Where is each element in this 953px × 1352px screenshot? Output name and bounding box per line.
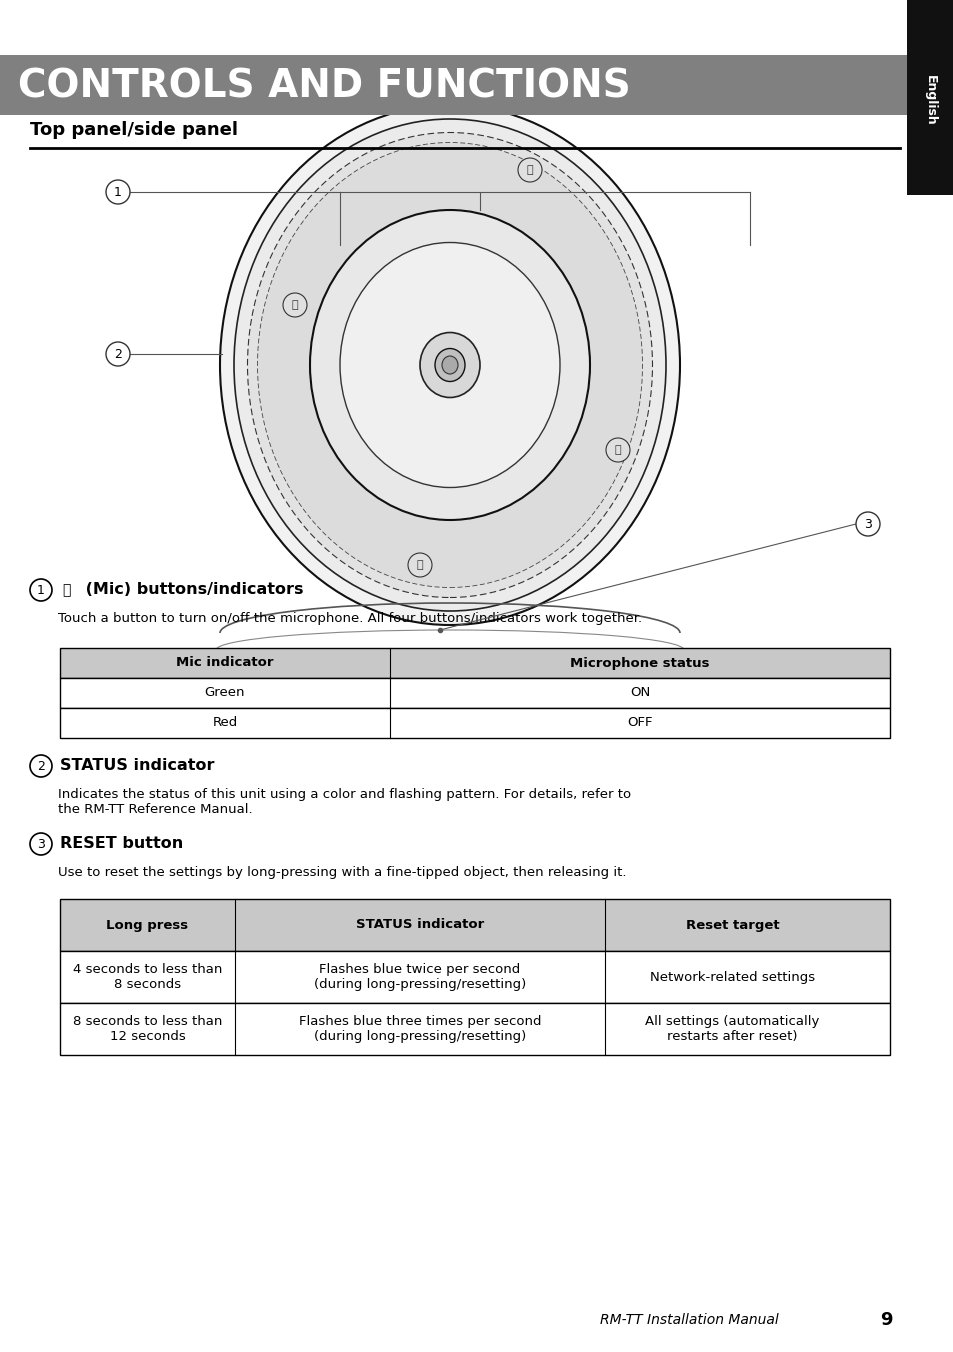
Bar [60, 899, 889, 950]
Text: ⌗: ⌗ [526, 165, 533, 174]
Bar [60, 950, 889, 1003]
Text: Mic indicator: Mic indicator [176, 657, 274, 669]
Text: RESET button: RESET button [60, 837, 183, 852]
Text: Use to reset the settings by long-pressing with a fine-tipped object, then relea: Use to reset the settings by long-pressi… [58, 867, 626, 879]
Circle shape [605, 438, 629, 462]
Circle shape [106, 180, 130, 204]
Text: Top panel/side panel: Top panel/side panel [30, 120, 237, 139]
Text: Flashes blue twice per second
(during long-pressing/resetting): Flashes blue twice per second (during lo… [314, 963, 525, 991]
Circle shape [517, 158, 541, 183]
Text: Indicates the status of this unit using a color and flashing pattern. For detail: Indicates the status of this unit using … [58, 788, 631, 817]
Text: English: English [923, 74, 936, 126]
Circle shape [30, 754, 52, 777]
Circle shape [30, 833, 52, 854]
Text: Flashes blue three times per second
(during long-pressing/resetting): Flashes blue three times per second (dur… [298, 1015, 540, 1042]
Circle shape [106, 342, 130, 366]
Text: Green: Green [205, 687, 245, 699]
Text: 1: 1 [114, 185, 122, 199]
Text: RM-TT Installation Manual: RM-TT Installation Manual [599, 1313, 778, 1328]
Ellipse shape [233, 119, 665, 611]
Ellipse shape [247, 132, 652, 598]
Text: 3: 3 [37, 837, 45, 850]
Text: CONTROLS AND FUNCTIONS: CONTROLS AND FUNCTIONS [18, 68, 630, 105]
Text: OFF: OFF [626, 717, 652, 730]
Text: STATUS indicator: STATUS indicator [60, 758, 214, 773]
Text: 9: 9 [879, 1311, 892, 1329]
Bar [60, 648, 889, 677]
Text: ⌗: ⌗ [292, 300, 298, 310]
Circle shape [855, 512, 879, 535]
Ellipse shape [310, 210, 589, 521]
Text: All settings (automatically
restarts after reset): All settings (automatically restarts aft… [644, 1015, 819, 1042]
Ellipse shape [220, 105, 679, 625]
Text: Microphone status: Microphone status [570, 657, 709, 669]
Text: 1: 1 [37, 584, 45, 596]
Bar [0, 55, 906, 115]
Bar [60, 1003, 889, 1055]
Text: 8 seconds to less than
12 seconds: 8 seconds to less than 12 seconds [72, 1015, 222, 1042]
Text: 2: 2 [37, 760, 45, 772]
Bar [906, 0, 953, 195]
Circle shape [408, 553, 432, 577]
Circle shape [30, 579, 52, 602]
Bar [60, 677, 889, 708]
Text: 3: 3 [863, 518, 871, 530]
Text: Reset target: Reset target [685, 918, 779, 932]
Text: ⌗: ⌗ [416, 560, 423, 571]
Text: Network-related settings: Network-related settings [649, 971, 814, 983]
Bar [60, 708, 889, 738]
Ellipse shape [419, 333, 479, 397]
Text: STATUS indicator: STATUS indicator [355, 918, 483, 932]
Text: 🎤: 🎤 [62, 583, 71, 598]
Text: 2: 2 [114, 347, 122, 361]
Text: ON: ON [629, 687, 649, 699]
Text: Red: Red [213, 717, 237, 730]
Text: ⌗: ⌗ [614, 445, 620, 456]
Text: (Mic) buttons/indicators: (Mic) buttons/indicators [80, 583, 303, 598]
Text: 4 seconds to less than
8 seconds: 4 seconds to less than 8 seconds [72, 963, 222, 991]
Text: Touch a button to turn on/off the microphone. All four buttons/indicators work t: Touch a button to turn on/off the microp… [58, 612, 641, 625]
Ellipse shape [339, 242, 559, 488]
Ellipse shape [435, 349, 464, 381]
Ellipse shape [257, 142, 641, 588]
Text: Long press: Long press [107, 918, 189, 932]
Ellipse shape [441, 356, 457, 375]
Circle shape [283, 293, 307, 316]
